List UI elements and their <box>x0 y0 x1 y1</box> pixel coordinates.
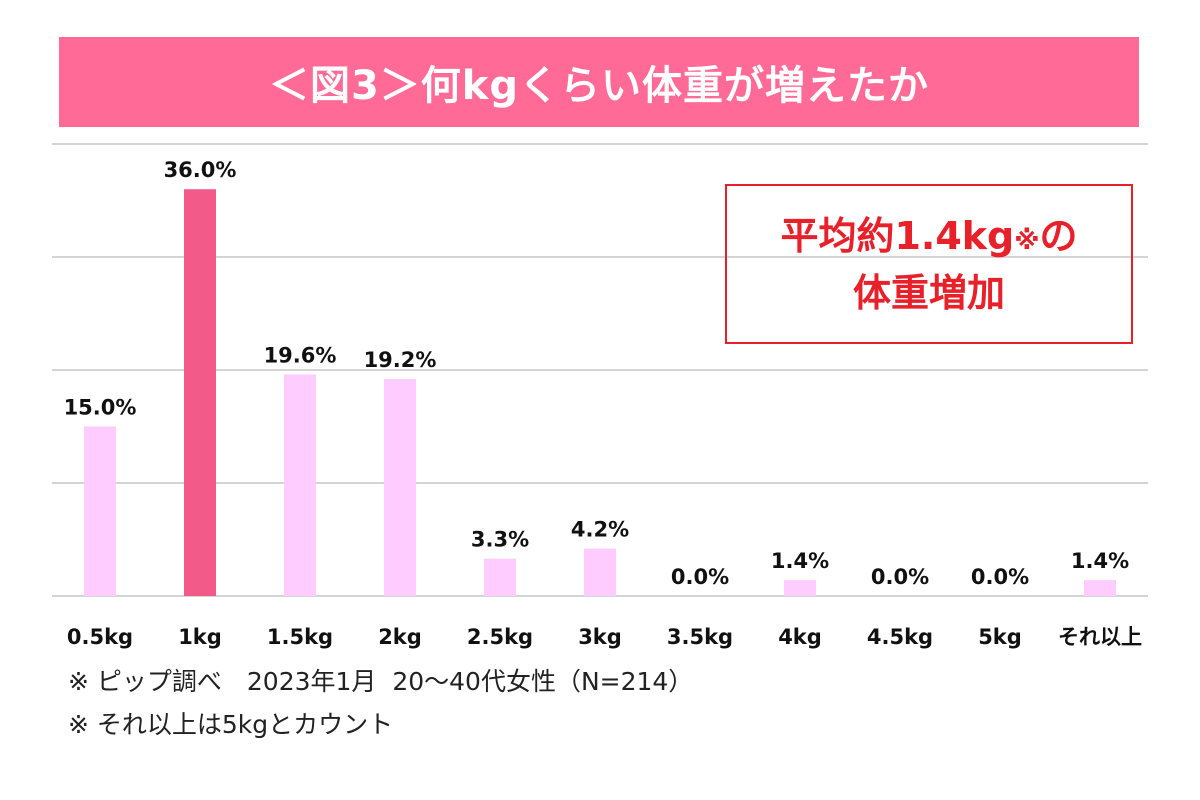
callout-note-mark: ※ <box>1014 225 1040 256</box>
callout-line-2: 体重増加 <box>852 270 1005 315</box>
x-tick-label: 2kg <box>378 625 422 649</box>
x-tick-label: 3kg <box>578 625 622 649</box>
bar <box>784 580 816 596</box>
x-tick-label: 1kg <box>178 625 222 649</box>
callout-particle: の <box>1039 213 1078 258</box>
x-tick-label: 3.5kg <box>667 625 733 649</box>
chart-title: ＜図3＞何kgくらい体重が増えたか <box>268 63 930 109</box>
data-label: 4.2% <box>571 518 629 542</box>
bar <box>384 379 416 596</box>
data-label: 19.6% <box>264 344 337 368</box>
x-tick-label: 1.5kg <box>267 625 333 649</box>
callout-line-1: 平均約1.4kg※の <box>780 210 1077 267</box>
callout-average-text: 平均約1.4kg <box>780 213 1015 258</box>
data-label: 0.0% <box>971 565 1029 589</box>
x-tick-label: 4.5kg <box>867 625 933 649</box>
bar <box>584 548 616 596</box>
bar <box>1084 580 1116 596</box>
bar <box>184 189 216 596</box>
footnote-source: ※ ピップ調べ 2023年1月 20〜40代女性（N=214） <box>68 667 694 696</box>
bar <box>484 558 516 596</box>
x-tick-label: 4kg <box>778 625 822 649</box>
data-label: 0.0% <box>871 565 929 589</box>
x-tick-label: 5kg <box>978 625 1022 649</box>
bar <box>284 374 316 596</box>
footnote-note: ※ それ以上は5kgとカウント <box>68 710 394 739</box>
data-label: 15.0% <box>64 396 137 420</box>
data-label: 19.2% <box>364 348 437 372</box>
x-tick-label: それ以上 <box>1058 625 1142 649</box>
data-label: 3.3% <box>471 528 529 552</box>
data-label: 36.0% <box>164 158 237 182</box>
bar <box>84 426 116 596</box>
x-tick-label: 2.5kg <box>467 625 533 649</box>
x-tick-label: 0.5kg <box>67 625 133 649</box>
chart-title-banner: ＜図3＞何kgくらい体重が増えたか <box>59 37 1139 127</box>
data-label: 0.0% <box>671 565 729 589</box>
data-label: 1.4% <box>771 549 829 573</box>
average-callout-box: 平均約1.4kg※の 体重増加 <box>725 184 1133 344</box>
data-label: 1.4% <box>1071 549 1129 573</box>
